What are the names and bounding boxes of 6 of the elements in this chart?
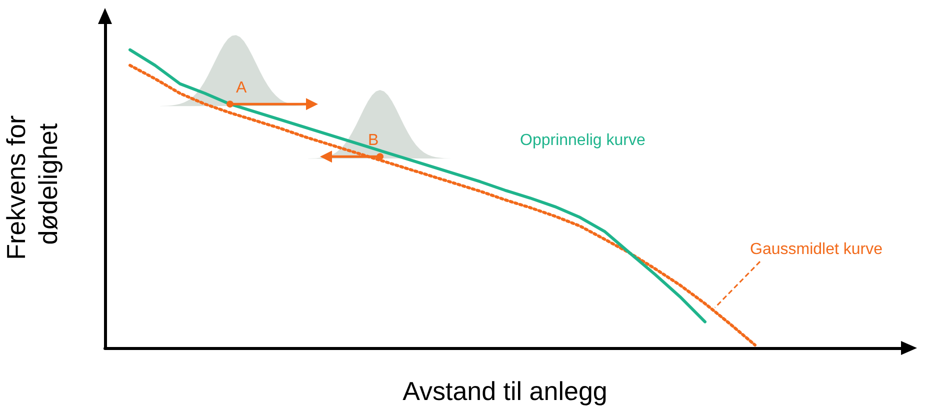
annotation: B (368, 132, 379, 150)
y-axis-title: Frekvens for dødelighet (1, 108, 63, 260)
text: Gaussmidlet kurve (750, 241, 883, 258)
annotation: A (236, 80, 247, 97)
x-axis-title: Avstand til anlegg (402, 376, 608, 406)
text: Opprinnelig kurve (520, 132, 646, 149)
